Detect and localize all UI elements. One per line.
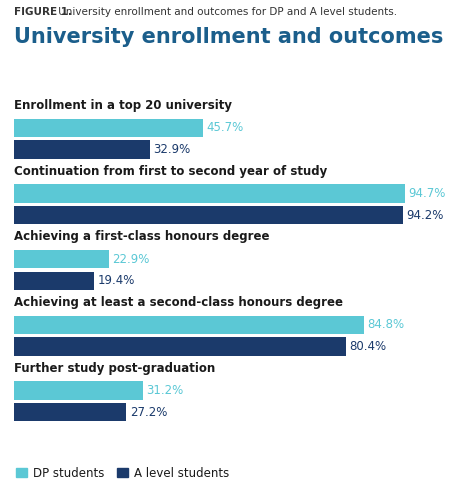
Text: Further study post-graduation: Further study post-graduation (14, 362, 216, 375)
Text: 80.4%: 80.4% (349, 340, 386, 353)
Text: Continuation from first to second year of study: Continuation from first to second year o… (14, 165, 328, 178)
Bar (14, 141, 150, 159)
Text: 22.9%: 22.9% (112, 253, 149, 266)
Bar (14, 337, 346, 356)
Text: University enrollment and outcomes for DP and A level students.: University enrollment and outcomes for D… (55, 7, 398, 17)
Text: 84.8%: 84.8% (367, 318, 404, 331)
Legend: DP students, A level students: DP students, A level students (16, 467, 229, 480)
Text: Enrollment in a top 20 university: Enrollment in a top 20 university (14, 99, 232, 112)
Text: Achieving at least a second-class honours degree: Achieving at least a second-class honour… (14, 296, 343, 309)
Text: 19.4%: 19.4% (98, 274, 135, 287)
Text: 94.2%: 94.2% (406, 209, 444, 222)
Bar (14, 316, 364, 334)
Bar (14, 119, 203, 137)
Bar (14, 382, 143, 400)
Bar (14, 403, 127, 422)
Text: 45.7%: 45.7% (206, 122, 243, 134)
Text: University enrollment and outcomes: University enrollment and outcomes (14, 27, 444, 47)
Text: 32.9%: 32.9% (153, 143, 191, 156)
Text: FIGURE 1.: FIGURE 1. (14, 7, 72, 17)
Bar (14, 206, 403, 224)
Bar (14, 272, 94, 290)
Text: 94.7%: 94.7% (408, 187, 446, 200)
Text: 27.2%: 27.2% (130, 406, 167, 419)
Bar (14, 184, 405, 203)
Text: Achieving a first-class honours degree: Achieving a first-class honours degree (14, 230, 270, 244)
Text: 31.2%: 31.2% (146, 384, 183, 397)
Bar (14, 250, 109, 268)
